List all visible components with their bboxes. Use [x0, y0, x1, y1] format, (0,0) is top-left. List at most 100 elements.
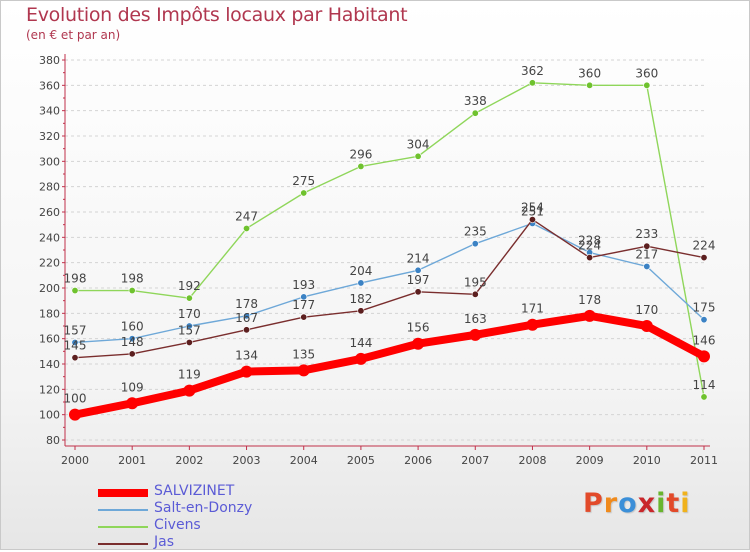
y-tick-label-200: 200 — [39, 282, 60, 295]
point-salt-en-donzy-2002 — [185, 322, 193, 330]
logo-letter: x — [637, 488, 657, 519]
data-label-civens-2010: 360 — [635, 66, 658, 80]
data-label-civens-2007: 338 — [464, 94, 487, 108]
x-tick-label-2005: 2005 — [347, 454, 375, 467]
y-tick-label-120: 120 — [39, 383, 60, 396]
logo-letter: i — [656, 488, 667, 519]
point-jas-2011 — [700, 254, 708, 262]
y-tick-label-100: 100 — [39, 409, 60, 422]
point-jas-2000 — [71, 354, 79, 362]
point-civens-2007 — [471, 109, 479, 117]
data-label-salvizinet-2007: 163 — [464, 312, 487, 326]
legend-label-jas: Jas — [154, 534, 175, 550]
point-civens-2006 — [414, 152, 422, 160]
point-salvizinet-2010 — [640, 320, 653, 332]
data-label-jas-2011: 224 — [693, 239, 716, 253]
y-tick-label-280: 280 — [39, 181, 60, 194]
data-label-salvizinet-2001: 109 — [121, 380, 144, 394]
data-label-salvizinet-2002: 119 — [178, 368, 201, 382]
point-salt-en-donzy-2001 — [128, 335, 136, 343]
legend-label-civens: Civens — [154, 517, 201, 533]
data-label-civens-2006: 304 — [407, 137, 430, 151]
point-civens-2002 — [185, 294, 193, 302]
y-tick-label-340: 340 — [39, 105, 60, 118]
x-tick-label-2011: 2011 — [690, 454, 718, 467]
x-tick-label-2009: 2009 — [576, 454, 604, 467]
point-salvizinet-2008 — [526, 318, 539, 331]
data-label-jas-2002: 157 — [178, 323, 201, 337]
series-line-salt-en-donzy — [74, 222, 705, 344]
x-tick-label-2002: 2002 — [175, 454, 203, 467]
point-salt-en-donzy-2006 — [414, 266, 422, 274]
data-label-civens-2001: 198 — [121, 272, 144, 286]
x-tick-label-2006: 2006 — [404, 454, 432, 467]
chart-subtitle: (en € et par an) — [26, 28, 121, 42]
point-salvizinet-2006 — [412, 337, 425, 350]
data-label-jas-2001: 148 — [121, 335, 144, 349]
point-salvizinet-2005 — [354, 352, 367, 365]
y-tick-label-260: 260 — [39, 206, 60, 219]
data-label-jas-2000: 145 — [64, 339, 87, 353]
series-line-jas — [74, 218, 705, 359]
logo-letter: o — [618, 488, 638, 519]
logo-letter: t — [666, 488, 681, 519]
point-jas-2004 — [300, 313, 308, 321]
point-salt-en-donzy-2005 — [357, 279, 365, 287]
y-tick-label-380: 380 — [39, 54, 60, 67]
y-tick-label-180: 180 — [39, 307, 60, 320]
point-jas-2001 — [128, 350, 136, 358]
y-tick-label-320: 320 — [39, 130, 60, 143]
y-tick-label-300: 300 — [39, 155, 60, 168]
data-label-salt-en-donzy-2006: 214 — [407, 251, 430, 265]
x-tick-label-2001: 2001 — [118, 454, 146, 467]
y-tick-label-140: 140 — [39, 358, 60, 371]
y-tick-label-360: 360 — [39, 79, 60, 92]
data-label-civens-2004: 275 — [292, 174, 315, 188]
data-label-salt-en-donzy-2005: 204 — [349, 264, 372, 278]
data-label-salt-en-donzy-2009: 228 — [578, 234, 601, 248]
data-label-civens-2011: 114 — [693, 378, 716, 392]
point-jas-2005 — [357, 307, 365, 315]
legend-label-salvizinet: SALVIZINET — [154, 483, 235, 499]
data-label-civens-2000: 198 — [64, 272, 87, 286]
data-label-jas-2006: 197 — [407, 273, 430, 287]
point-salt-en-donzy-2000 — [71, 338, 79, 346]
point-jas-2007 — [471, 290, 479, 298]
y-tick-label-80: 80 — [46, 434, 60, 447]
data-label-salt-en-donzy-2010: 217 — [635, 247, 658, 261]
point-jas-2010 — [643, 242, 651, 250]
data-label-civens-2005: 296 — [349, 147, 372, 161]
data-label-salvizinet-2004: 135 — [292, 347, 315, 361]
y-tick-label-240: 240 — [39, 231, 60, 244]
data-label-salvizinet-2011: 146 — [693, 333, 716, 347]
point-salvizinet-2004 — [297, 364, 310, 377]
data-label-salt-en-donzy-2001: 160 — [121, 320, 144, 334]
data-label-jas-2004: 177 — [292, 298, 315, 312]
y-tick-label-220: 220 — [39, 257, 60, 270]
point-civens-2001 — [128, 287, 136, 295]
logo-letter: r — [603, 488, 619, 519]
point-civens-2005 — [357, 162, 365, 170]
legend-swatch-civens — [98, 526, 148, 528]
data-label-salvizinet-2006: 156 — [407, 321, 430, 335]
x-tick-label-2007: 2007 — [461, 454, 489, 467]
point-jas-2003 — [243, 326, 251, 334]
point-civens-2000 — [71, 287, 79, 295]
data-label-civens-2003: 247 — [235, 209, 258, 223]
legend-item-salvizinet: SALVIZINET — [98, 483, 378, 501]
data-label-salt-en-donzy-2004: 193 — [292, 278, 315, 292]
data-label-salt-en-donzy-2002: 170 — [178, 307, 201, 321]
series-line-salvizinet — [71, 311, 708, 419]
logo-letter: i — [680, 488, 691, 519]
point-salvizinet-2009 — [583, 309, 596, 322]
data-label-salt-en-donzy-2000: 157 — [64, 323, 87, 337]
x-tick-label-2010: 2010 — [633, 454, 661, 467]
data-label-salvizinet-2003: 134 — [235, 349, 258, 363]
point-jas-2008 — [528, 216, 536, 224]
point-civens-2010 — [643, 81, 651, 89]
data-label-civens-2009: 360 — [578, 66, 601, 80]
point-jas-2006 — [414, 288, 422, 296]
data-label-salvizinet-2008: 171 — [521, 302, 544, 316]
